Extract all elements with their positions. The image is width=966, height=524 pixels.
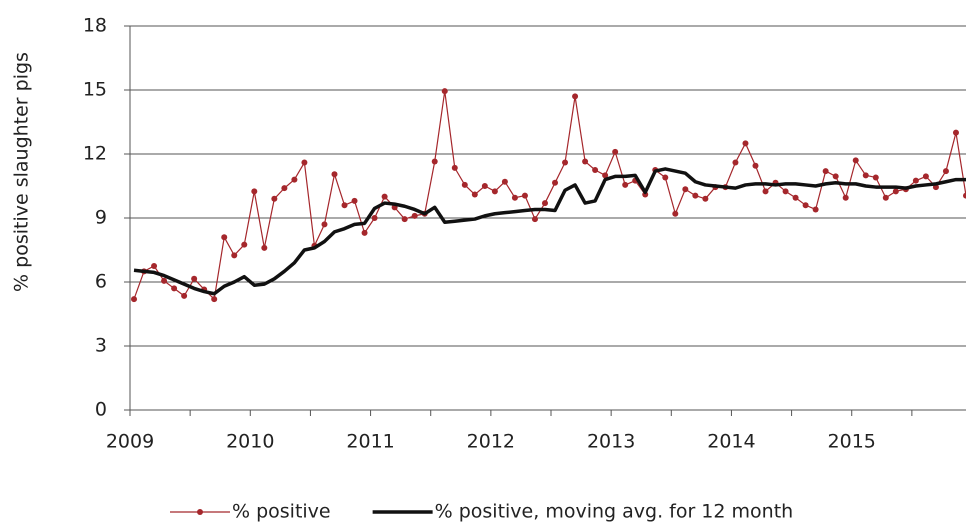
point bbox=[191, 275, 198, 282]
point bbox=[441, 88, 448, 95]
point bbox=[451, 164, 458, 171]
point bbox=[491, 188, 498, 195]
point bbox=[692, 192, 699, 199]
point bbox=[221, 234, 228, 241]
point bbox=[371, 215, 378, 221]
point bbox=[582, 158, 589, 165]
point bbox=[381, 193, 388, 200]
legend-label: % positive bbox=[232, 501, 331, 523]
point bbox=[822, 168, 829, 175]
y-tick-label: 15 bbox=[83, 79, 107, 101]
series-line bbox=[133, 167, 966, 296]
point bbox=[281, 185, 288, 192]
point bbox=[612, 148, 619, 155]
point bbox=[732, 159, 739, 166]
point bbox=[251, 188, 258, 195]
point bbox=[531, 216, 538, 223]
point bbox=[301, 159, 308, 166]
point bbox=[151, 263, 158, 269]
legend-label: % positive, moving avg. for 12 month bbox=[435, 501, 794, 523]
y-tick-label: 0 bbox=[95, 399, 107, 421]
x-tick-label: 2010 bbox=[226, 431, 274, 453]
x-tick-label: 2014 bbox=[707, 431, 755, 453]
point bbox=[351, 197, 358, 204]
point bbox=[211, 296, 218, 303]
point bbox=[792, 194, 799, 201]
point bbox=[501, 178, 508, 185]
point bbox=[552, 179, 559, 186]
point bbox=[963, 192, 966, 199]
point bbox=[912, 177, 919, 184]
legend-marker bbox=[197, 509, 203, 515]
x-tick-label: 2013 bbox=[587, 431, 635, 453]
point bbox=[511, 194, 518, 201]
point bbox=[411, 212, 418, 219]
point bbox=[622, 181, 629, 188]
x-tick-label: 2015 bbox=[828, 431, 876, 453]
point bbox=[541, 200, 548, 207]
point bbox=[271, 195, 278, 202]
point bbox=[261, 244, 268, 251]
point bbox=[852, 157, 859, 164]
point bbox=[952, 129, 959, 136]
point bbox=[481, 183, 488, 189]
point bbox=[602, 172, 609, 179]
point bbox=[872, 174, 879, 181]
point bbox=[942, 168, 949, 175]
point bbox=[401, 216, 408, 223]
point bbox=[802, 202, 809, 209]
point bbox=[562, 159, 569, 166]
point bbox=[782, 188, 789, 195]
point bbox=[742, 140, 749, 147]
point bbox=[922, 173, 929, 180]
point bbox=[662, 174, 669, 181]
point bbox=[572, 93, 579, 100]
point bbox=[882, 194, 889, 201]
point bbox=[521, 192, 528, 199]
y-tick-label: 12 bbox=[83, 143, 107, 165]
point bbox=[171, 285, 178, 292]
x-tick-label: 2009 bbox=[106, 431, 154, 453]
point bbox=[762, 188, 769, 195]
point bbox=[862, 172, 869, 179]
point bbox=[592, 167, 599, 173]
x-tick-label: 2012 bbox=[467, 431, 515, 453]
point bbox=[461, 181, 468, 188]
point bbox=[812, 206, 819, 213]
point bbox=[181, 292, 188, 299]
point bbox=[361, 229, 368, 236]
point bbox=[471, 191, 478, 198]
y-tick-label: 9 bbox=[95, 207, 107, 229]
point bbox=[842, 194, 849, 201]
point bbox=[291, 176, 298, 183]
point bbox=[752, 162, 759, 169]
point bbox=[892, 188, 899, 195]
y-axis-label: % positive slaughter pigs bbox=[11, 52, 33, 292]
point bbox=[341, 202, 348, 209]
point bbox=[431, 158, 438, 165]
y-tick-label: 3 bbox=[95, 335, 107, 357]
x-tick-label: 2011 bbox=[346, 431, 394, 453]
series-line bbox=[133, 90, 966, 300]
point bbox=[682, 186, 689, 193]
y-tick-label: 18 bbox=[83, 15, 107, 37]
point bbox=[702, 195, 709, 202]
point bbox=[832, 173, 839, 180]
point bbox=[231, 252, 238, 259]
point bbox=[131, 296, 138, 303]
point bbox=[672, 210, 679, 217]
point bbox=[241, 241, 248, 248]
y-tick-label: 6 bbox=[95, 271, 107, 293]
point bbox=[331, 171, 338, 178]
point bbox=[161, 277, 168, 284]
point bbox=[321, 221, 328, 228]
